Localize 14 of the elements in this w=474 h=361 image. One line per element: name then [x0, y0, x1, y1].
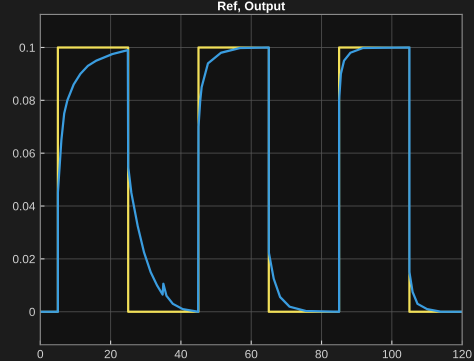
y-tick-label: 0 [29, 308, 35, 316]
chart-title: Ref, Output [218, 1, 286, 13]
y-tick-label: 0.04 [12, 202, 36, 210]
y-tick-label: 0.1 [19, 44, 35, 52]
x-tick-label: 0 [37, 350, 44, 358]
y-tick-label: 0.08 [12, 96, 35, 105]
y-tick-label: 0.06 [12, 149, 35, 158]
x-tick-label: 100 [382, 350, 402, 358]
x-tick-label: 60 [245, 350, 258, 358]
x-tick-label: 80 [315, 350, 328, 358]
y-tick-label: 0.02 [12, 254, 35, 264]
x-tick-label: 120 [453, 350, 472, 358]
x-tick-label: 20 [104, 350, 117, 358]
x-tick-label: 40 [174, 350, 188, 358]
